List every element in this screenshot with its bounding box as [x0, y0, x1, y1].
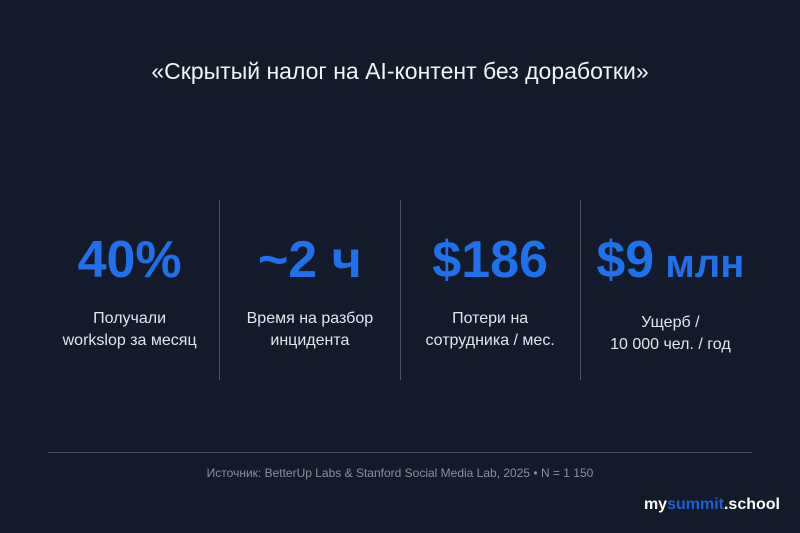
stat-label-line: сотрудника / мес. [425, 332, 555, 349]
stat-time: ~2 ч Время на разбор инцидента [219, 200, 399, 380]
stat-label: Получали workslop за месяц [40, 308, 219, 352]
stat-label: Ущерб / 10 000 чел. / год [581, 312, 760, 356]
stat-damage: $9 млн Ущерб / 10 000 чел. / год [579, 200, 760, 380]
stat-label: Потери на сотрудника / мес. [401, 308, 580, 352]
stats-row: 40% Получали workslop за месяц ~2 ч Время… [40, 200, 760, 380]
source-note: Источник: BetterUp Labs & Stanford Socia… [206, 466, 594, 480]
slide-title: «Скрытый налог на AI-контент без доработ… [151, 58, 649, 84]
stat-loss-per-employee: $186 Потери на сотрудника / мес. [399, 200, 580, 380]
stat-label-line: workslop за месяц [62, 332, 197, 349]
stat-unit: млн [654, 242, 745, 286]
stat-number: ~2 ч [257, 231, 362, 289]
stat-label-line: 10 000 чел. / год [610, 336, 731, 353]
stat-label-line: Ущерб / [641, 314, 700, 331]
stat-value: $186 [401, 230, 580, 290]
logo-part-accent: summit [667, 496, 724, 513]
stat-number: $9 [596, 231, 655, 289]
logo-part: .school [723, 496, 780, 513]
stat-workslop: 40% Получали workslop за месяц [40, 200, 219, 380]
stat-value: 40% [40, 230, 219, 290]
stat-value: $9 млн [581, 230, 760, 294]
stat-number: $186 [432, 231, 548, 289]
brand-logo: mysummit.school [644, 496, 780, 514]
stat-label-line: Время на разбор [246, 310, 374, 327]
logo-part: my [643, 496, 668, 513]
stat-label-line: Потери на [452, 310, 529, 327]
stat-label-line: инцидента [270, 332, 350, 349]
stat-label: Время на разбор инцидента [220, 308, 399, 352]
stat-number: 40% [77, 231, 182, 289]
divider [48, 452, 752, 453]
stat-value: ~2 ч [220, 230, 399, 290]
stat-label-line: Получали [93, 310, 167, 327]
